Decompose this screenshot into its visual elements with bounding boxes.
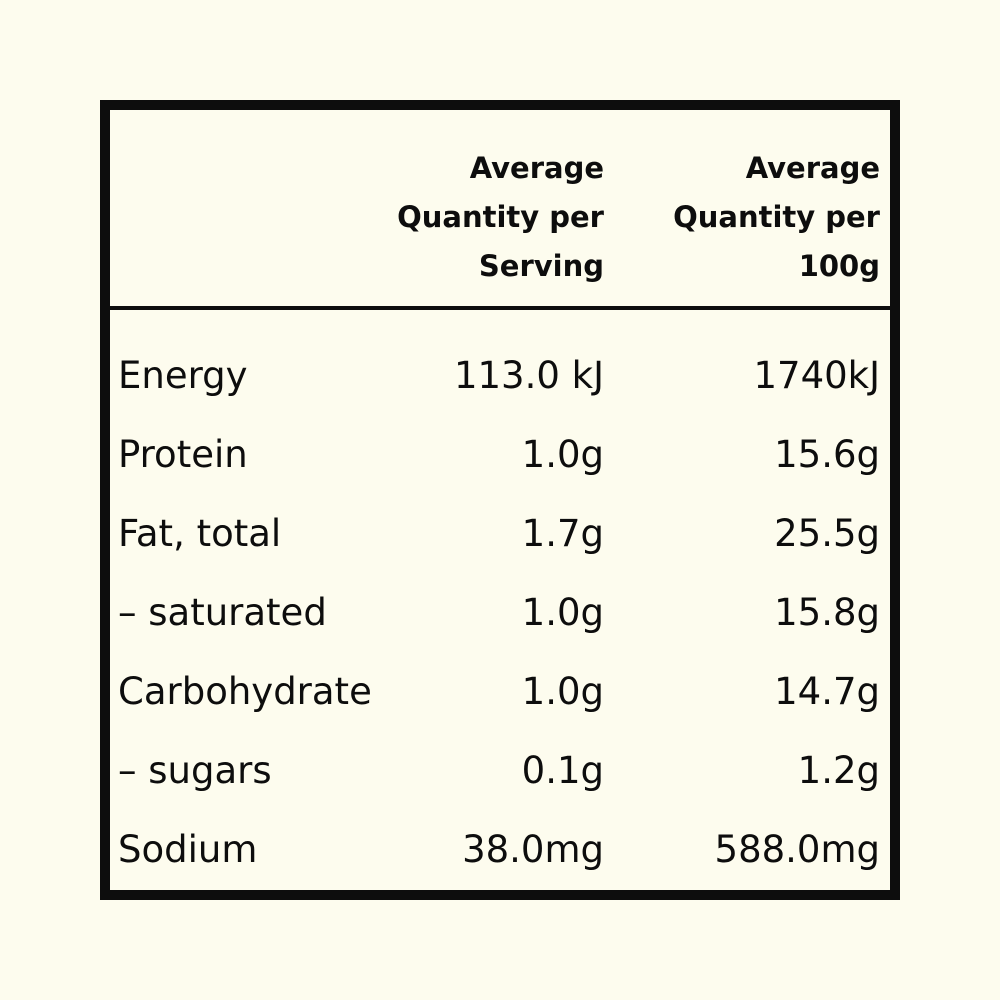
table-row: Sodium 38.0mg 588.0mg xyxy=(110,810,890,889)
header-per-100g-line: Average xyxy=(745,151,880,185)
per-100g-value: 588.0mg xyxy=(714,828,880,871)
nutrient-name: Fat, total xyxy=(118,512,282,555)
per-100g-value: 1.2g xyxy=(797,749,880,792)
per-serving-value: 113.0 kJ xyxy=(453,354,604,397)
per-serving-value: 1.7g xyxy=(521,512,604,555)
per-serving-value: 1.0g xyxy=(521,433,604,476)
header-per-serving-line: Average xyxy=(469,151,604,185)
table-row: Fat, total 1.7g 25.5g xyxy=(110,494,890,573)
header-per-100g: Average Quantity per 100g xyxy=(673,144,880,291)
per-serving-value: 0.1g xyxy=(521,749,604,792)
header-per-serving: Average Quantity per Serving xyxy=(397,144,604,291)
table-row: Protein 1.0g 15.6g xyxy=(110,415,890,494)
nutrition-panel: Average Quantity per Serving Average Qua… xyxy=(100,100,900,900)
table-row: Energy 113.0 kJ 1740kJ xyxy=(110,336,890,415)
per-serving-value: 1.0g xyxy=(521,591,604,634)
nutrient-name: – saturated xyxy=(118,591,327,634)
per-100g-value: 15.8g xyxy=(774,591,880,634)
per-100g-value: 15.6g xyxy=(774,433,880,476)
nutrient-name: Carbohydrate xyxy=(118,670,372,713)
header-per-serving-line: Quantity per xyxy=(397,200,604,234)
table-header: Average Quantity per Serving Average Qua… xyxy=(110,110,890,310)
per-100g-value: 14.7g xyxy=(774,670,880,713)
nutrient-name: – sugars xyxy=(118,749,272,792)
table-row: – sugars 0.1g 1.2g xyxy=(110,731,890,810)
per-serving-value: 38.0mg xyxy=(462,828,604,871)
header-per-serving-line: Serving xyxy=(478,249,604,283)
nutrition-table: Average Quantity per Serving Average Qua… xyxy=(110,110,890,890)
header-per-100g-line: Quantity per xyxy=(673,200,880,234)
per-100g-value: 25.5g xyxy=(774,512,880,555)
nutrient-name: Protein xyxy=(118,433,248,476)
per-100g-value: 1740kJ xyxy=(753,354,880,397)
nutrient-name: Energy xyxy=(118,354,248,397)
per-serving-value: 1.0g xyxy=(521,670,604,713)
table-row: Carbohydrate 1.0g 14.7g xyxy=(110,652,890,731)
header-per-100g-line: 100g xyxy=(798,249,880,283)
nutrient-name: Sodium xyxy=(118,828,258,871)
table-row: – saturated 1.0g 15.8g xyxy=(110,573,890,652)
